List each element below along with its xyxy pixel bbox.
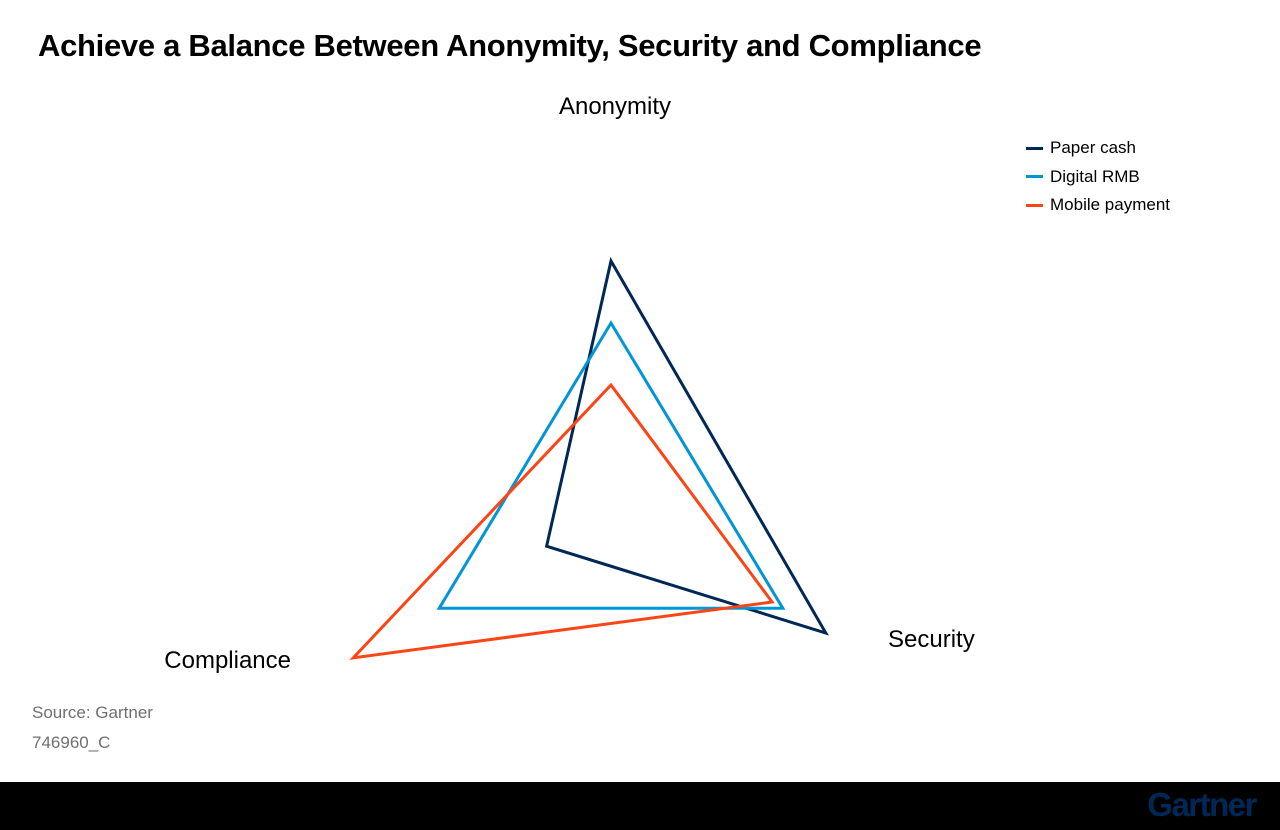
series-layer: [349, 256, 830, 660]
series-mobile-payment: [349, 382, 775, 660]
gartner-logo: Gartner: [1147, 786, 1257, 823]
legend-swatch-digital-rmb: [1026, 175, 1043, 179]
legend-item-mobile-payment: Mobile payment: [1026, 191, 1170, 220]
figure-id: 746960_C: [32, 733, 111, 752]
legend-item-digital-rmb: Digital RMB: [1026, 163, 1170, 192]
radar-chart: Anonymity Security Compliance: [164, 93, 975, 674]
axis-label-anonymity: Anonymity: [559, 93, 671, 120]
legend-label-digital-rmb: Digital RMB: [1050, 166, 1140, 186]
legend-label-mobile-payment: Mobile payment: [1050, 195, 1171, 215]
footer-bar: Gartner: [0, 782, 1280, 830]
legend-item-paper-cash: Paper cash: [1026, 134, 1170, 163]
source-note: Source: Gartner: [32, 703, 153, 722]
series-digital-rmb: [436, 320, 786, 610]
legend-label-paper-cash: Paper cash: [1050, 138, 1136, 158]
axis-label-compliance: Compliance: [164, 647, 291, 674]
legend-swatch-paper-cash: [1026, 146, 1043, 150]
axis-label-security: Security: [888, 626, 975, 653]
legend-swatch-mobile-payment: [1026, 203, 1043, 207]
legend: Paper cash Digital RMB Mobile payment: [1026, 134, 1170, 220]
series-paper-cash: [544, 256, 830, 636]
chart-title: Achieve a Balance Between Anonymity, Sec…: [38, 28, 982, 63]
